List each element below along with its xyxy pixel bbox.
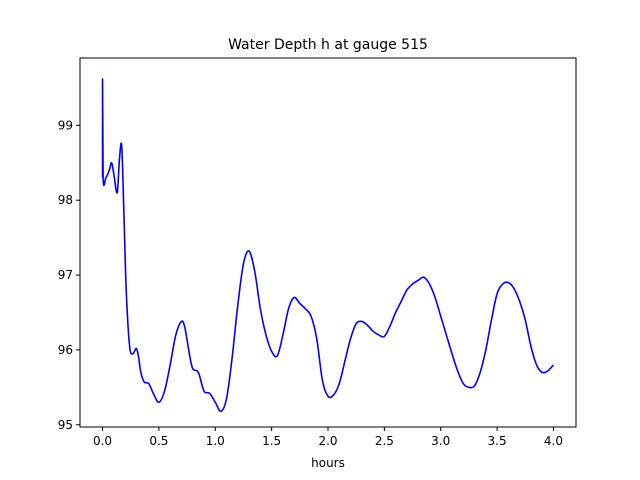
x-tick-label: 1.0 <box>206 434 225 448</box>
y-axis: 95 96 97 98 99 <box>58 118 80 432</box>
x-tick-label: 3.0 <box>431 434 450 448</box>
x-tick-label: 2.5 <box>375 434 394 448</box>
x-tick-label: 0.5 <box>149 434 168 448</box>
series-line-water-depth <box>101 78 555 413</box>
x-tick-label: 2.0 <box>318 434 337 448</box>
y-tick-label: 95 <box>58 418 73 432</box>
y-tick-label: 98 <box>58 193 73 207</box>
x-tick-label: 0.0 <box>93 434 112 448</box>
x-axis-label: hours <box>311 456 345 470</box>
y-tick-label: 97 <box>58 268 73 282</box>
y-tick-label: 99 <box>58 118 73 132</box>
x-tick-label: 3.5 <box>488 434 507 448</box>
plot-line-layer <box>101 78 555 413</box>
chart-title: Water Depth h at gauge 515 <box>228 37 428 53</box>
x-tick-label: 1.5 <box>262 434 281 448</box>
x-tick-label: 4.0 <box>544 434 563 448</box>
y-tick-label: 96 <box>58 343 73 357</box>
plot-frame <box>79 57 577 428</box>
x-axis: 0.0 0.5 1.0 1.5 2.0 2.5 3.0 3.5 4.0 <box>93 427 563 448</box>
